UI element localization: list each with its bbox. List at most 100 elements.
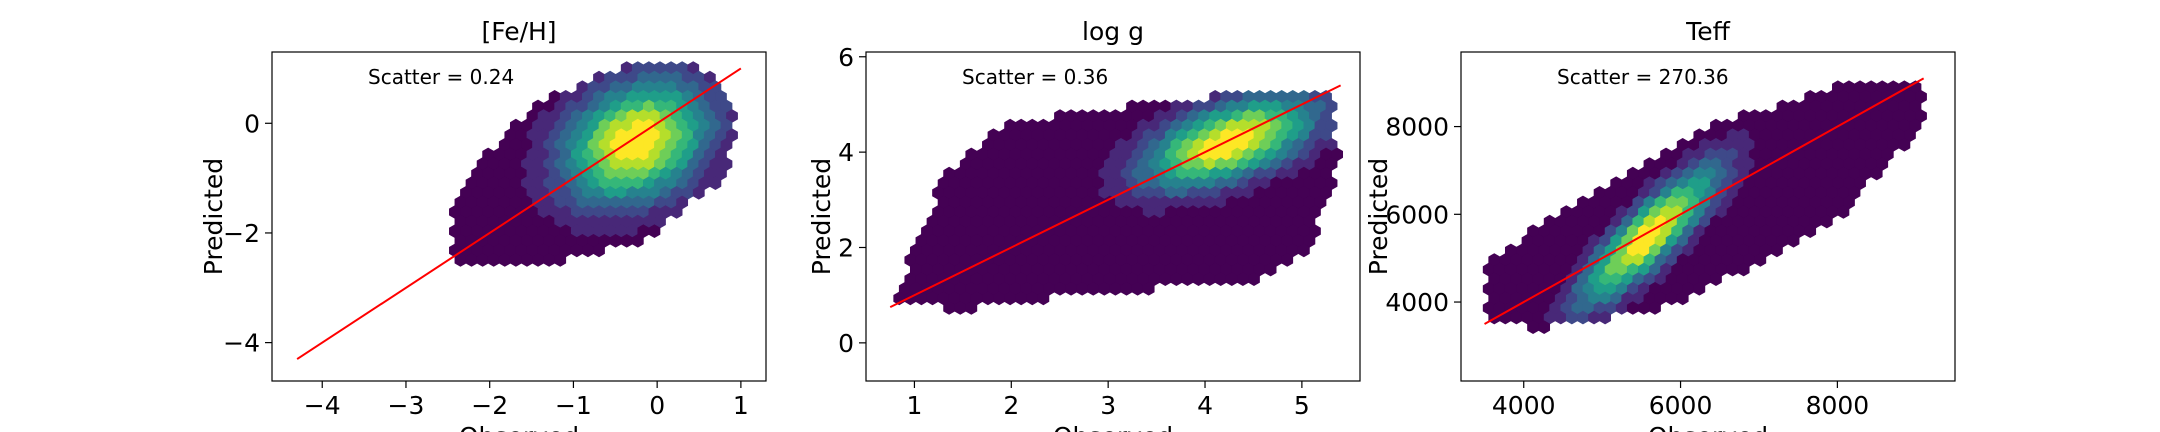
hexbin-cell — [1076, 282, 1089, 296]
hexbin-cell — [1582, 301, 1595, 315]
hexbin-cell — [659, 205, 672, 219]
hexbin-cell — [1297, 147, 1310, 162]
hexbin-cell — [659, 128, 672, 142]
hexbin-cell — [509, 234, 522, 248]
scatter-annotation: Scatter = 0.36 — [962, 65, 1108, 89]
hexbin-cell — [1303, 138, 1316, 152]
hexbin-cell — [1726, 243, 1739, 258]
hexbin-cell — [1704, 147, 1717, 162]
hexbin-cell — [715, 90, 727, 104]
hexbin-cell — [1488, 272, 1501, 286]
hexbin-cell — [1209, 224, 1222, 238]
hexbin-cell — [720, 118, 733, 133]
hexbin-cell — [1615, 243, 1628, 258]
hexbin-cell — [1103, 272, 1116, 286]
hexbin-cell — [609, 118, 622, 133]
hexbin-cell — [543, 99, 556, 114]
hexbin-cell — [1170, 253, 1183, 267]
hexbin-cell — [1554, 253, 1567, 267]
hexbin-cell — [987, 224, 1000, 238]
y-tick-label: 8000 — [1385, 113, 1449, 142]
hexbin-cell — [1270, 157, 1283, 171]
x-tick-label: −1 — [555, 391, 592, 420]
hexbin-cell — [643, 157, 655, 171]
hexbin-cell — [465, 214, 478, 229]
hexbin-cell — [1665, 157, 1678, 171]
x-tick-label: 6000 — [1649, 391, 1713, 420]
hexbin-cell — [1248, 157, 1260, 171]
hexbin-cell — [1704, 224, 1717, 238]
hexbin-cell — [454, 214, 467, 229]
hexbin-cell — [1203, 118, 1216, 133]
hexbin-cell — [1192, 99, 1205, 114]
hexbin-cell — [1820, 176, 1833, 190]
hexbin-cell — [1754, 176, 1767, 190]
hexbin-cell — [609, 234, 622, 248]
hexbin-cell — [1837, 109, 1850, 123]
hexbin-cell — [926, 234, 939, 248]
hexbin-cell — [1804, 186, 1817, 200]
hexbin-cell — [1837, 166, 1850, 181]
hexbin-cell — [1516, 262, 1528, 277]
hexbin-cell — [954, 186, 967, 200]
hexbin-cell — [1638, 166, 1650, 181]
hexbin-cell — [1698, 138, 1711, 152]
hexbin-cell — [1898, 99, 1911, 114]
hexbin-cell — [1198, 128, 1210, 142]
hexbin-cell — [1909, 118, 1922, 133]
hexbin-cell — [1009, 262, 1022, 277]
hexbin-cell — [1225, 234, 1238, 248]
hexbin-cell — [1527, 224, 1539, 238]
fit-line — [1484, 77, 1925, 325]
hexbin-cell — [1721, 118, 1733, 133]
hexbin-cell — [1676, 138, 1689, 152]
hexbin-cell — [954, 205, 967, 219]
hexbin-cell — [1076, 147, 1089, 162]
hexbin-cell — [1065, 109, 1077, 123]
hexbin-cell — [1654, 272, 1667, 286]
hexbin-cell — [1504, 282, 1517, 296]
hexbin-cell — [1275, 243, 1288, 258]
hexbin-cell — [1281, 157, 1294, 171]
hexbin-cell — [665, 157, 677, 171]
hexbin-cell — [1832, 138, 1844, 152]
hexbin-cell — [1142, 186, 1155, 200]
hexbin-cell — [548, 166, 561, 181]
hexbin-cell — [1732, 138, 1745, 152]
hexbin-cell — [554, 138, 567, 152]
hexbin-cell — [982, 291, 994, 306]
hexbin-cell — [643, 195, 655, 210]
hexbin-cell — [570, 205, 583, 219]
hexbin-cell — [1904, 109, 1916, 123]
hexbin-cell — [1682, 186, 1695, 200]
hexbin-cell — [1070, 195, 1083, 210]
hexbin-cell — [1710, 234, 1722, 248]
hexbin-cell — [1015, 157, 1028, 171]
hexbin-cell — [959, 195, 972, 210]
hexbin-cell — [576, 99, 589, 114]
hexbin-cell — [1303, 214, 1316, 229]
hexbin-cell — [703, 166, 716, 181]
hexbin-cell — [987, 205, 1000, 219]
hexbin-cell — [1309, 166, 1321, 181]
hexbin-cell — [1198, 186, 1210, 200]
hexbin-cell — [587, 176, 600, 190]
hexbin-cell — [1488, 253, 1501, 267]
hexbin-cell — [537, 243, 550, 258]
hexbin-cell — [1549, 262, 1562, 277]
hexbin-cell — [1593, 262, 1606, 277]
hexbin-cell — [565, 138, 578, 152]
hexbin-cell — [943, 166, 956, 181]
hexbin-cell — [515, 147, 528, 162]
hexbin-cell — [1654, 291, 1667, 306]
hexbin-cell — [1142, 205, 1155, 219]
hexbin-cell — [1103, 138, 1116, 152]
hexbin-cell — [465, 195, 478, 210]
hexbin-cell — [982, 138, 994, 152]
hexbin-cell — [1059, 272, 1072, 286]
hexbin-cell — [1748, 147, 1761, 162]
hexbin-cell — [1181, 176, 1194, 190]
hexbin-cell — [1065, 243, 1077, 258]
hexbin-cell — [598, 99, 611, 114]
hexbin-cell — [1043, 147, 1055, 162]
